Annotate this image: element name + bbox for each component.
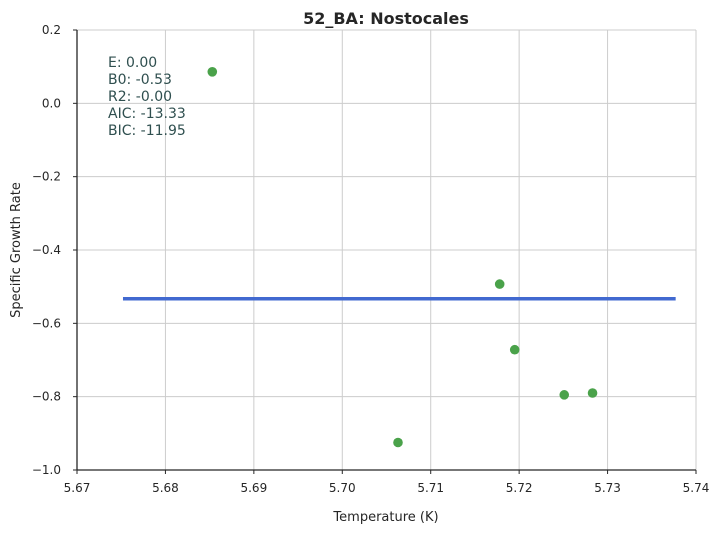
data-point [509,344,520,355]
x-tick-label: 5.71 [417,481,444,495]
y-tick-label: −0.8 [32,390,61,404]
y-tick-label: −0.4 [32,243,61,257]
grid [76,29,697,471]
y-tick-label: 0.2 [42,23,61,37]
data-point [559,390,570,400]
axes [73,29,697,474]
x-axis-title: Temperature (K) [332,510,438,525]
annotation-bic: BIC: -11.95 [108,123,186,139]
x-tick-label: 5.69 [240,481,267,495]
x-tick-label: 5.68 [152,481,179,495]
y-tick-label: −1.0 [32,463,61,477]
data-points [207,67,598,448]
x-tick-label: 5.67 [64,481,91,495]
y-axis-title: Specific Growth Rate [9,182,24,318]
x-tick-label: 5.73 [594,481,621,495]
x-tick-label: 5.72 [506,481,533,495]
y-tick-label: 0.0 [42,96,61,110]
x-tick-label: 5.74 [683,481,710,495]
y-tick-labels: −1.0 −0.8 −0.6 −0.4 −0.2 0.0 0.2 [32,23,61,477]
annotation-e: E: 0.00 [108,55,157,71]
y-tick-label: −0.2 [32,170,61,184]
data-point [587,388,598,398]
data-point [207,67,218,77]
fit-statistics: E: 0.00 B0: -0.53 R2: -0.00 AIC: -13.33 … [108,55,186,139]
x-tick-label: 5.70 [329,481,356,495]
data-point [393,437,403,448]
annotation-aic: AIC: -13.33 [108,106,186,122]
x-tick-labels: 5.67 5.68 5.69 5.70 5.71 5.72 5.73 5.74 [64,481,710,495]
chart-title: 52_BA: Nostocales [303,9,469,28]
data-point [494,279,505,289]
y-tick-label: −0.6 [32,316,61,330]
annotation-b0: B0: -0.53 [108,72,172,88]
annotation-r2: R2: -0.00 [108,89,172,105]
